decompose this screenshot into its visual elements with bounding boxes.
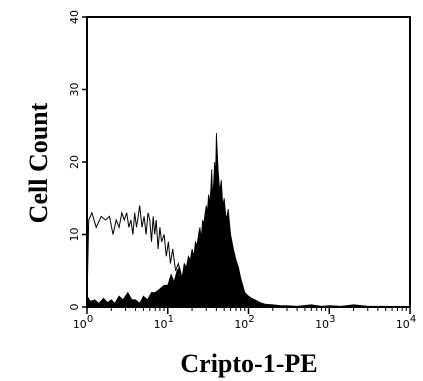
x-tick-label: 101 [154,314,174,331]
plot-frame [86,16,411,308]
y-tick-label: 10 [68,228,81,242]
x-axis-label: Cripto-1-PE [180,349,317,378]
y-axis-ticks: 0 10 20 30 40 [68,10,87,311]
y-tick-label: 20 [68,155,81,169]
x-tick-label: 100 [73,314,93,331]
series-outline-histogram [86,205,191,308]
x-tick-label: 102 [234,314,254,331]
y-tick-label: 40 [68,10,81,24]
x-tick-label: 103 [315,314,335,331]
plot-border [86,16,411,308]
y-tick-label: 0 [68,304,81,311]
series-filled-histogram [86,132,411,308]
y-tick-label: 30 [68,83,81,97]
x-axis-ticks: 100 101 102 103 104 [73,307,416,331]
series-layer [86,132,411,308]
x-tick-label: 104 [396,314,416,331]
y-axis-label: Cell Count [24,102,53,223]
